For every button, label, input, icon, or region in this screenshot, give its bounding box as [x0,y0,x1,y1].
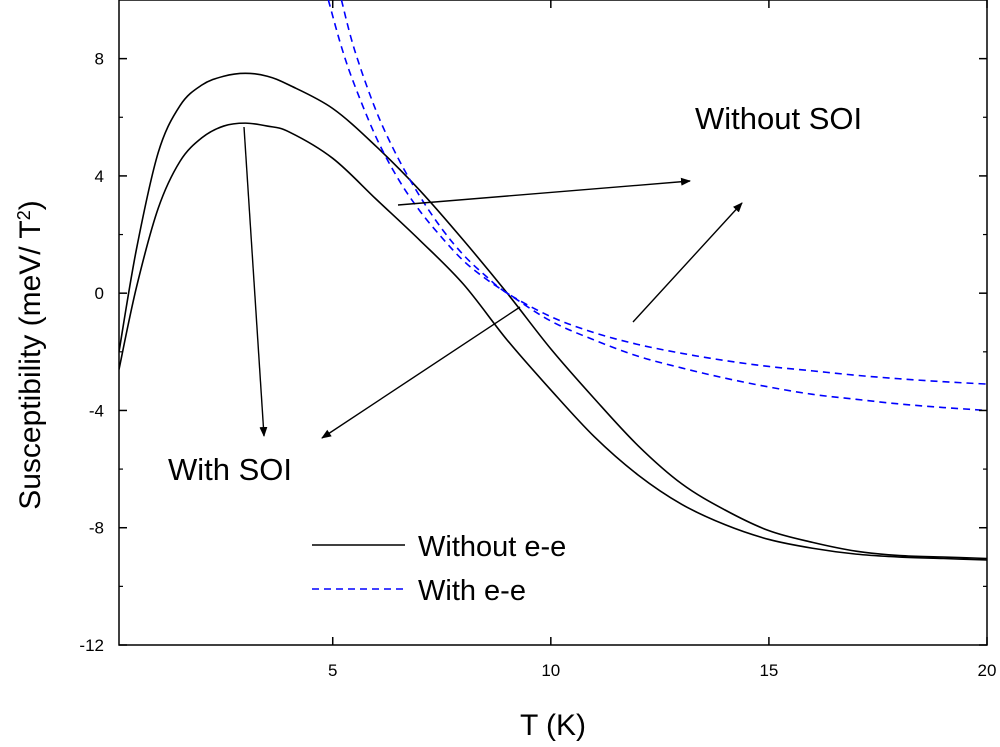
y-axis-ticks: -12 -8 -4 0 4 8 [79,50,987,655]
arrow-without-soi-1 [397,177,691,206]
arrow-without-soi-2 [632,202,743,323]
arrow-with-soi-2 [321,306,521,439]
y-tick-label: 0 [95,284,104,303]
series-line-0 [119,72,987,560]
x-tick-label: 20 [978,661,997,680]
series-line-3 [327,0,987,412]
y-tick-label: 4 [95,167,104,186]
series-line-2 [340,0,987,385]
y-tick-label: -8 [89,519,104,538]
series-line-1 [119,122,987,561]
annotation-without-soi: Without SOI [397,101,862,323]
x-tick-label: 5 [328,661,337,680]
plot-frame [118,0,988,646]
y-tick-label: -12 [79,636,104,655]
y-tick-label: 8 [95,50,104,69]
plot-area [118,0,988,646]
series-layer [119,0,987,561]
arrow-with-soi-1 [243,126,268,437]
legend: Without e-e With e-e [312,531,566,607]
legend-label-without-ee: Without e-e [418,531,566,563]
x-axis-title: T (K) [520,709,586,742]
annotation-with-soi: With SOI [168,126,521,487]
legend-label-with-ee: With e-e [418,575,526,607]
x-tick-label: 10 [541,661,560,680]
y-axis-title: Susceptibility (meV/ T2) [14,200,47,510]
x-axis-ticks: 5 10 15 20 [328,0,996,680]
x-tick-label: 15 [759,661,778,680]
y-tick-label: -4 [89,401,104,420]
annotation-without-soi-label: Without SOI [695,101,862,136]
annotation-with-soi-label: With SOI [168,452,292,487]
